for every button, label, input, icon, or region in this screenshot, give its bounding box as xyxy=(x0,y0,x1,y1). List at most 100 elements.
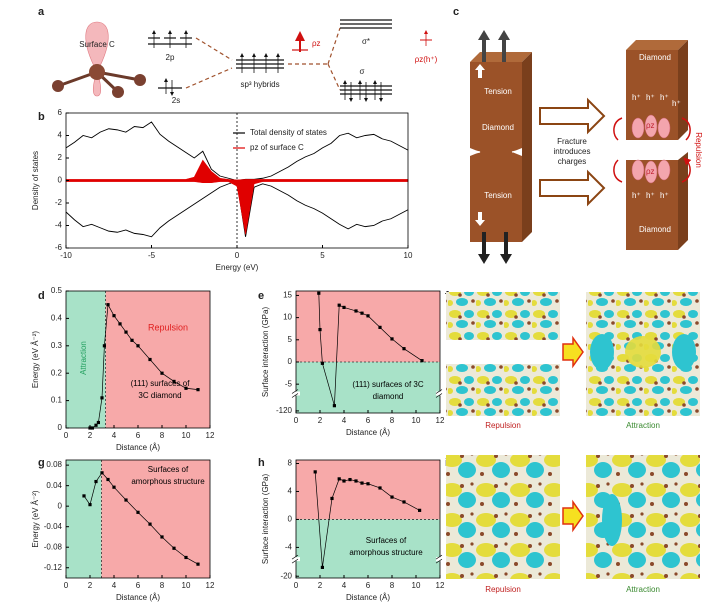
axis-break xyxy=(436,557,444,562)
arrow xyxy=(539,97,606,135)
label: h⁺ xyxy=(660,93,669,102)
marker xyxy=(390,495,394,499)
y-axis-label: Density of states xyxy=(31,151,40,210)
label: Diamond xyxy=(639,53,671,62)
area xyxy=(65,159,409,181)
x-tick-label: 10 xyxy=(412,416,421,425)
attraction-region xyxy=(296,519,440,578)
annotation: (111) surfaces of 3C xyxy=(352,380,424,389)
x-tick-label: 8 xyxy=(390,416,395,425)
label: Fracture xyxy=(557,137,587,146)
marker xyxy=(402,347,406,351)
marker xyxy=(184,555,188,560)
marker xyxy=(82,494,86,498)
panel-label: h xyxy=(258,457,265,469)
x-tick-label: 10 xyxy=(182,581,191,590)
label: ρz xyxy=(646,167,655,176)
label: charges xyxy=(558,157,586,166)
marker xyxy=(420,359,424,363)
y-tick-label: 4 xyxy=(58,131,63,140)
marker xyxy=(102,344,106,348)
axis-break xyxy=(436,391,444,396)
chart: 0 2 4 6 8 10 12 0 0.1 0.2 0.3 0.4 0.5 Distance (Å) Ene… xyxy=(31,286,215,452)
marker xyxy=(196,388,200,392)
x-tick-label: 5 xyxy=(320,251,325,260)
marker xyxy=(88,503,92,507)
axis-break xyxy=(292,557,300,562)
x-axis-label: Distance (Å) xyxy=(346,593,390,602)
label: Diamond xyxy=(639,225,671,234)
x-tick-label: 0 xyxy=(64,431,69,440)
marker xyxy=(124,330,128,334)
marker xyxy=(360,481,364,485)
y-tick-label: 0.1 xyxy=(51,396,63,405)
marker xyxy=(106,477,110,482)
y-tick-label: -4 xyxy=(55,221,63,230)
repulsion-region xyxy=(105,291,210,428)
x-tick-label: 0 xyxy=(294,416,299,425)
x-tick-label: 10 xyxy=(182,431,191,440)
panel-label: d xyxy=(38,290,45,302)
marker xyxy=(96,420,100,425)
marker xyxy=(320,565,324,569)
marker xyxy=(100,471,104,475)
label: Diamond xyxy=(482,123,514,132)
levels-antibonding xyxy=(340,19,392,29)
label: introduces xyxy=(554,147,591,156)
marker xyxy=(94,423,98,427)
label: h⁺ xyxy=(660,191,669,200)
y-tick-label: -4 xyxy=(285,543,293,552)
panel-label: a xyxy=(38,6,45,18)
marker xyxy=(118,322,122,326)
y-tick-label: 0.4 xyxy=(51,314,63,323)
x-tick-label: 8 xyxy=(160,431,165,440)
marker xyxy=(148,522,152,526)
marker xyxy=(390,337,394,341)
panel-label: c xyxy=(453,6,459,18)
x-axis-label: Energy (eV) xyxy=(216,263,259,272)
x-tick-label: 6 xyxy=(136,581,141,590)
y-tick-label: 0 xyxy=(58,501,63,510)
marker xyxy=(136,510,140,514)
y-tick-label: 0.2 xyxy=(51,368,63,377)
marker xyxy=(337,477,341,481)
arrow xyxy=(539,169,606,207)
x-tick-label: 12 xyxy=(206,581,215,590)
atom xyxy=(52,80,64,92)
marker xyxy=(313,470,317,474)
marker xyxy=(172,546,176,550)
x-tick-label: 2 xyxy=(88,581,93,590)
y-tick-label: -2 xyxy=(55,198,63,207)
marker xyxy=(366,314,370,318)
marker xyxy=(360,311,364,315)
marker xyxy=(342,305,346,310)
x-tick-label: -5 xyxy=(148,251,156,260)
marker xyxy=(160,535,164,539)
fracture-schematic: Tension Diamond Tension Fracture introdu… xyxy=(469,30,703,264)
annotation: amorphous structure xyxy=(349,548,423,557)
x-tick-label: 2 xyxy=(318,416,323,425)
legend-label: pz of surface C xyxy=(250,143,304,152)
label: Tension xyxy=(484,87,512,96)
marker xyxy=(172,379,176,384)
y-tick-label: 0.04 xyxy=(46,481,62,490)
annotation: amorphous structure xyxy=(131,477,205,486)
label: Surface C xyxy=(79,40,115,49)
marker xyxy=(160,371,164,375)
y-tick-label: 2 xyxy=(58,153,63,162)
marker xyxy=(148,357,152,362)
marker xyxy=(124,498,128,502)
x-tick-label: 8 xyxy=(390,581,395,590)
y-tick-label: 0.5 xyxy=(51,286,63,295)
x-tick-label: 2 xyxy=(318,581,323,590)
y-tick-label: -0.04 xyxy=(44,522,63,531)
y-tick-label: 4 xyxy=(288,487,293,496)
gap xyxy=(446,340,560,364)
x-tick-label: 12 xyxy=(436,416,445,425)
marker xyxy=(418,508,422,512)
y-tick-label: -120 xyxy=(276,406,293,415)
annotation: Surfaces of xyxy=(148,465,189,474)
arrow xyxy=(562,335,584,369)
y-tick-label: 0 xyxy=(288,357,293,366)
y-axis-label: Energy (eV Å⁻²) xyxy=(31,490,40,547)
